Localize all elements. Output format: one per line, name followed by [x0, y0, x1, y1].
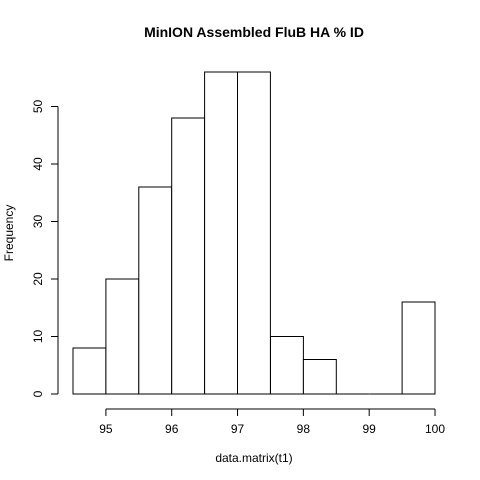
- y-tick-label: 30: [31, 215, 45, 229]
- histogram-bar: [401, 301, 436, 395]
- histogram-bar: [105, 278, 140, 395]
- y-axis: 0 10 20 30 40 50: [31, 100, 59, 397]
- chart-title: MinION Assembled FluB HA % ID: [144, 24, 364, 40]
- histogram-bar: [270, 336, 304, 395]
- histogram-bar: [171, 117, 206, 395]
- x-tick-label: 99: [363, 422, 377, 436]
- y-axis-label: Frequency: [2, 205, 16, 262]
- histogram-bar: [204, 71, 239, 395]
- x-axis-label: data.matrix(t1): [215, 451, 292, 465]
- y-tick-label: 0: [31, 390, 45, 397]
- x-tick-label: 100: [425, 422, 445, 436]
- x-tick-label: 97: [231, 422, 245, 436]
- x-tick-label: 96: [165, 422, 179, 436]
- y-tick-label: 50: [31, 100, 45, 114]
- y-tick-label: 20: [31, 272, 45, 286]
- x-tick-label: 95: [99, 422, 113, 436]
- y-tick-label: 10: [31, 330, 45, 344]
- histogram-bar: [72, 347, 107, 395]
- histogram-bar: [237, 71, 271, 395]
- histogram-bar: [302, 359, 337, 395]
- x-tick-label: 98: [297, 422, 311, 436]
- x-axis: 95 96 97 98 99 100: [99, 408, 445, 436]
- histogram-bars: [72, 71, 436, 395]
- histogram-bar: [138, 186, 173, 395]
- y-tick-label: 40: [31, 157, 45, 171]
